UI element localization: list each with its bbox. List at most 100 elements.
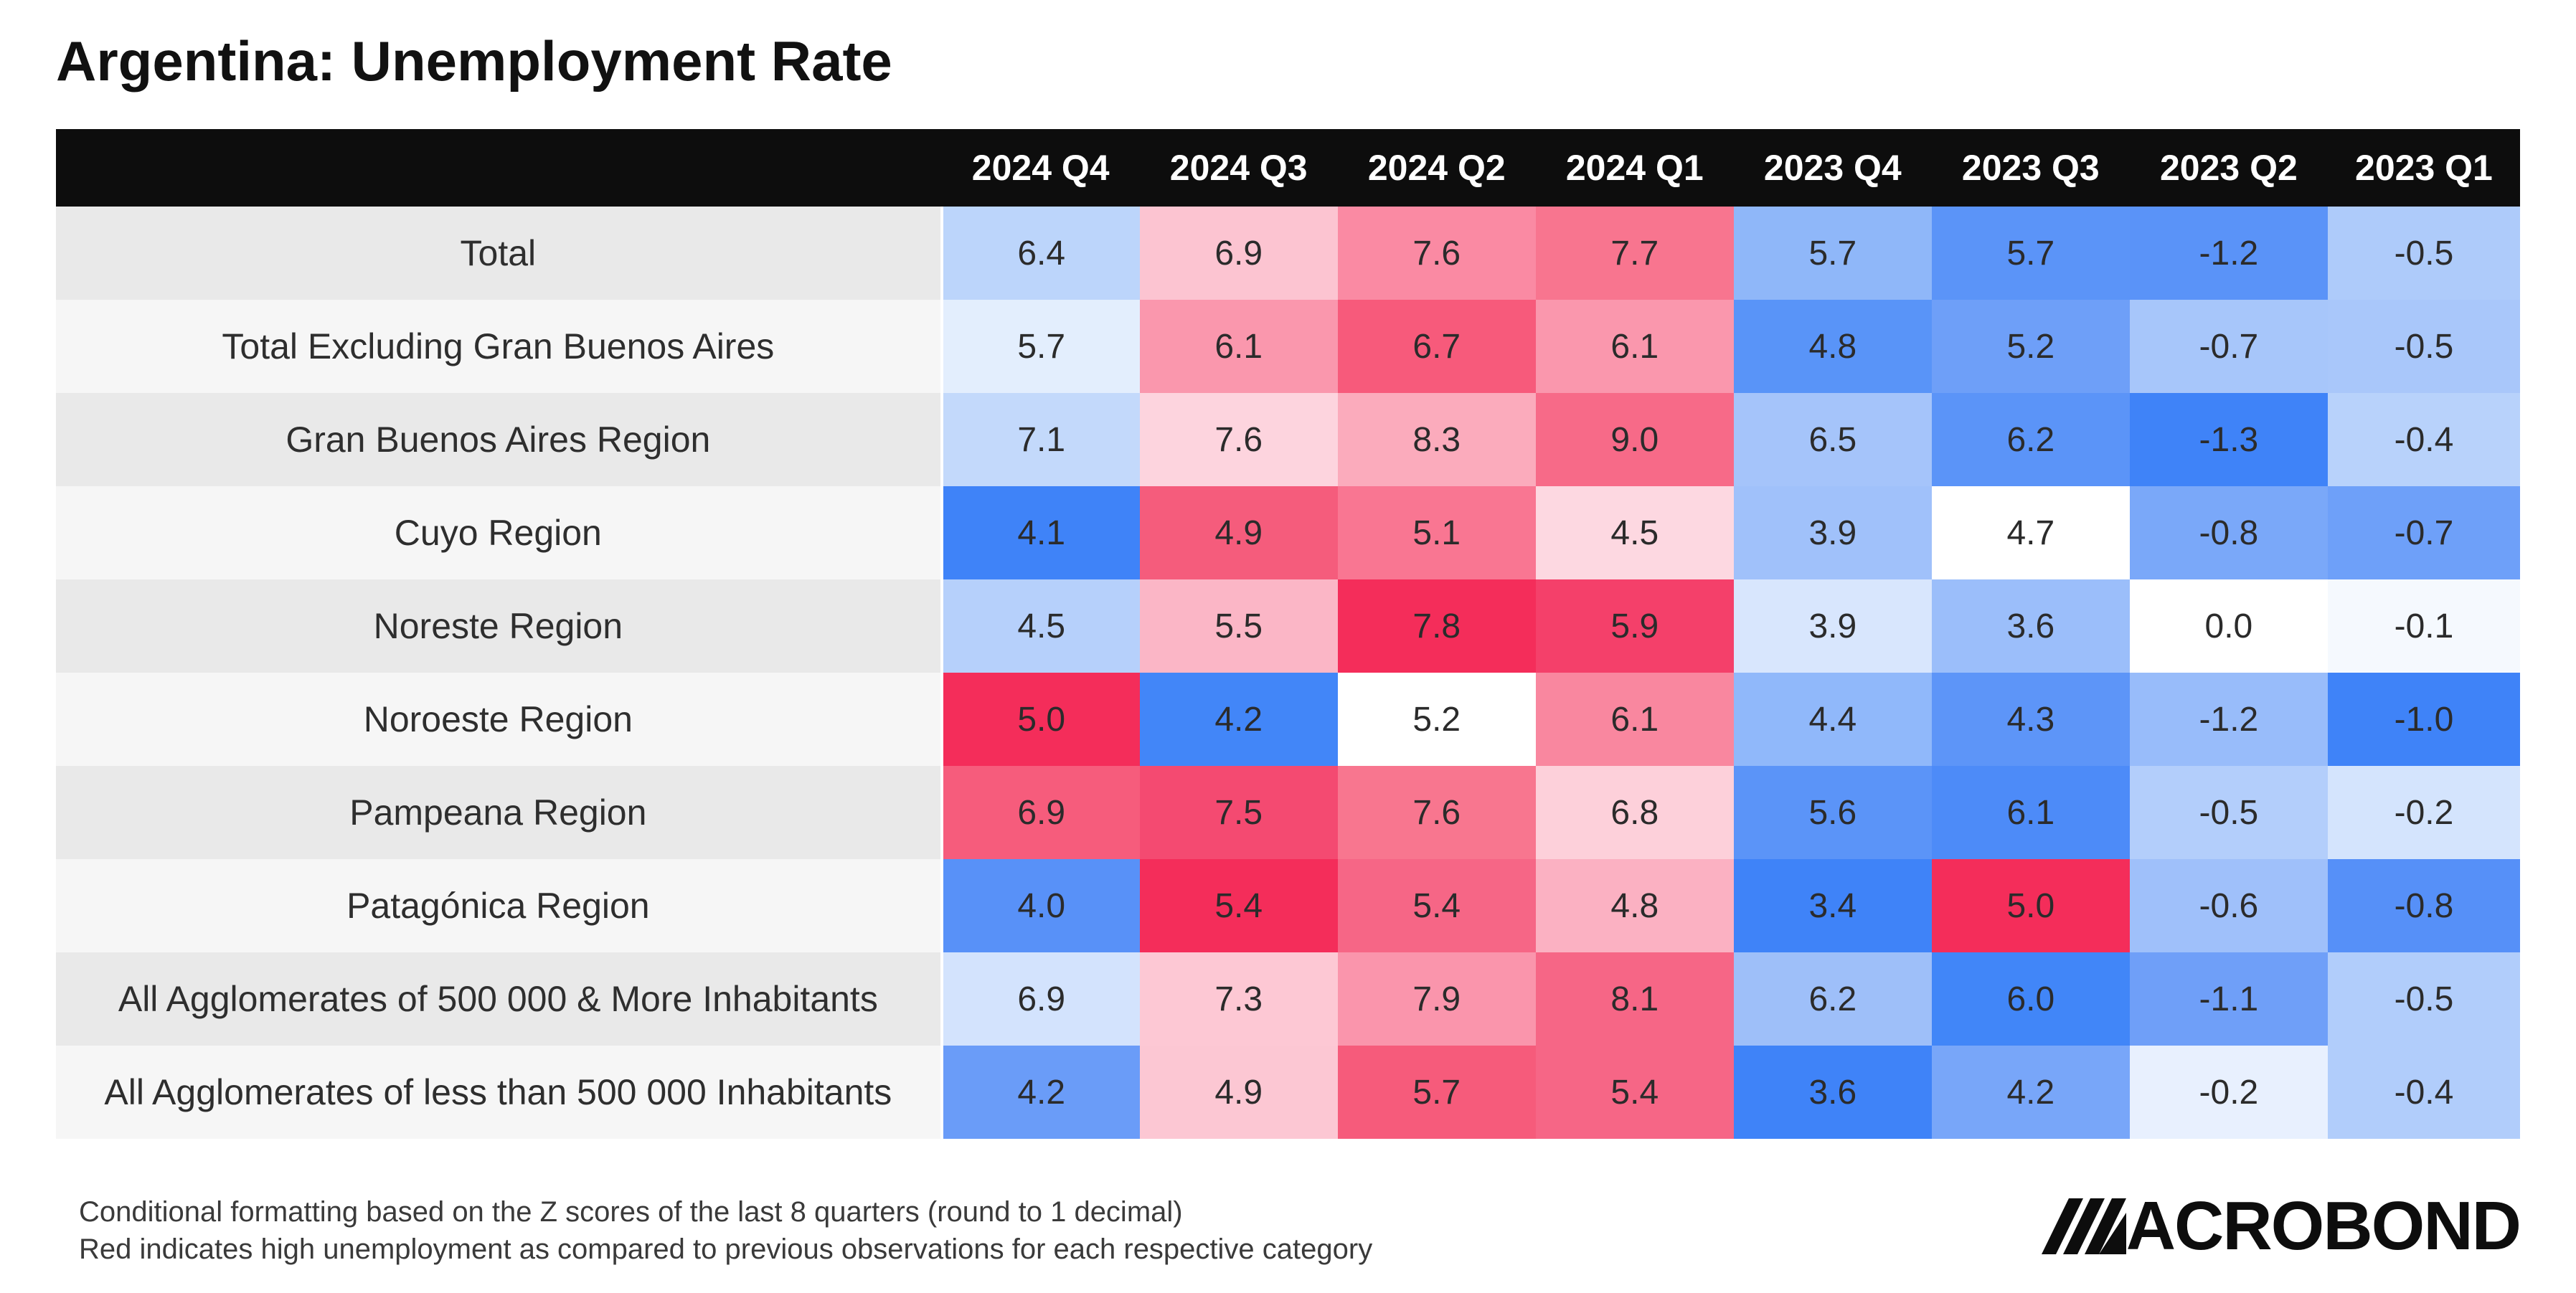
heatmap-cell: 3.4 <box>1733 859 1932 952</box>
heatmap-cell: 4.8 <box>1733 300 1932 393</box>
heatmap-cell: 7.7 <box>1535 207 1734 300</box>
heatmap-cell: 4.5 <box>1535 486 1734 579</box>
heatmap-cell: -0.8 <box>2327 859 2520 952</box>
heatmap-cell: 5.7 <box>1931 207 2130 300</box>
heatmap-cell: -0.2 <box>2327 766 2520 859</box>
heatmap-cell: 4.2 <box>1931 1046 2130 1139</box>
heatmap-cell: 6.9 <box>1139 207 1338 300</box>
heatmap-cell: 6.5 <box>1733 393 1932 486</box>
heatmap-cell: -1.1 <box>2129 952 2328 1046</box>
heatmap-row: Pampeana Region 6.9 7.5 7.6 6.8 5.6 6.1 -0.5 -0.… <box>56 766 2520 859</box>
heatmap-cell: -0.5 <box>2327 300 2520 393</box>
row-label: Noroeste Region <box>56 673 943 766</box>
heatmap-cell: -1.2 <box>2129 207 2328 300</box>
heatmap-cell: 9.0 <box>1535 393 1734 486</box>
heatmap-cell: 5.6 <box>1733 766 1932 859</box>
footnote-line-1: Conditional formatting based on the Z sc… <box>79 1196 1183 1228</box>
heatmap-cell: 0.0 <box>2129 579 2328 673</box>
logo-wordmark: ACROBOND <box>2126 1188 2521 1264</box>
footnote-line-2: Red indicates high unemployment as compa… <box>79 1233 1373 1265</box>
heatmap-cell: 4.9 <box>1139 486 1338 579</box>
column-header: 2024 Q1 <box>1535 129 1734 207</box>
heatmap-cell: -0.4 <box>2327 393 2520 486</box>
heatmap-cell: 7.6 <box>1337 207 1536 300</box>
column-header: 2023 Q2 <box>2129 129 2328 207</box>
row-label: Cuyo Region <box>56 486 943 579</box>
heatmap-cell: 6.9 <box>941 766 1140 859</box>
heatmap-cell: -0.7 <box>2327 486 2520 579</box>
heatmap-cell: 6.2 <box>1931 393 2130 486</box>
heatmap-cell: 6.1 <box>1535 300 1734 393</box>
heatmap-cell: 6.1 <box>1139 300 1338 393</box>
heatmap-row: Patagónica Region 4.0 5.4 5.4 4.8 3.4 5.0 -0.6-… <box>56 859 2520 952</box>
heatmap-cell: 4.0 <box>941 859 1140 952</box>
heatmap-cell: 4.2 <box>941 1046 1140 1139</box>
heatmap-cell: 4.9 <box>1139 1046 1338 1139</box>
heatmap-cell: 5.1 <box>1337 486 1536 579</box>
heatmap-cell: 5.0 <box>1931 859 2130 952</box>
heatmap-table: 2024 Q4 2024 Q3 2024 Q2 2024 Q1 2023 Q4 2023 … <box>56 129 2521 1139</box>
row-label: Pampeana Region <box>56 766 943 859</box>
heatmap-cell: 5.2 <box>1931 300 2130 393</box>
heatmap-cell: 6.7 <box>1337 300 1536 393</box>
heatmap-row: Noreste Region 4.5 5.5 7.8 5.9 3.9 3.6 0.0 -0.1 <box>56 579 2520 673</box>
column-header: 2024 Q2 <box>1337 129 1536 207</box>
heatmap-row: Total 6.4 6.9 7.6 7.7 5.7 5.7 -1.2 -0.5 <box>56 207 2520 300</box>
heatmap-cell: 7.1 <box>941 393 1140 486</box>
heatmap-cell: 3.9 <box>1733 486 1932 579</box>
header-label-cell <box>56 129 942 207</box>
column-header: 2023 Q3 <box>1931 129 2130 207</box>
heatmap-cell: 6.9 <box>941 952 1140 1046</box>
heatmap-row: All Agglomerates of 500 000 & More Inhab… <box>56 952 2520 1046</box>
heatmap-cell: 3.6 <box>1931 579 2130 673</box>
heatmap-cell: 5.5 <box>1139 579 1338 673</box>
heatmap-cell: -0.2 <box>2129 1046 2328 1139</box>
heatmap-row: Noroeste Region 5.0 4.2 5.2 6.1 4.4 4.3 -1.2 -1.… <box>56 673 2520 766</box>
heatmap-cell: 7.9 <box>1337 952 1536 1046</box>
heatmap-cell: 8.3 <box>1337 393 1536 486</box>
header-row: 2024 Q4 2024 Q3 2024 Q2 2024 Q1 2023 Q4 2023 … <box>56 129 2520 207</box>
chart-title: Argentina: Unemployment Rate <box>56 29 892 93</box>
heatmap-row: Cuyo Region 4.1 4.9 5.1 4.5 3.9 4.7 -0.8 -0.7 <box>56 486 2520 579</box>
heatmap-cell: 4.1 <box>941 486 1140 579</box>
column-header: 2024 Q4 <box>941 129 1140 207</box>
heatmap-cell: 5.2 <box>1337 673 1536 766</box>
row-label: All Agglomerates of less than 500 000 In… <box>56 1046 943 1139</box>
heatmap-cell: -0.8 <box>2129 486 2328 579</box>
heatmap-cell: 4.8 <box>1535 859 1734 952</box>
heatmap-cell: -0.5 <box>2327 952 2520 1046</box>
logo-m-mark-icon <box>2041 1198 2126 1254</box>
heatmap-cell: 6.2 <box>1733 952 1932 1046</box>
heatmap-cell: 6.4 <box>941 207 1140 300</box>
heatmap-cell: 5.4 <box>1337 859 1536 952</box>
heatmap-cell: 7.3 <box>1139 952 1338 1046</box>
heatmap-cell: 7.5 <box>1139 766 1338 859</box>
heatmap-body: Total 6.4 6.9 7.6 7.7 5.7 5.7 -1.2 -0.5 Total Exc… <box>56 207 2520 1139</box>
heatmap-cell: -0.5 <box>2129 766 2328 859</box>
heatmap-cell: 3.6 <box>1733 1046 1932 1139</box>
heatmap-cell: 7.6 <box>1139 393 1338 486</box>
heatmap-cell: 6.1 <box>1931 766 2130 859</box>
heatmap-cell: -0.1 <box>2327 579 2520 673</box>
heatmap-cell: -1.3 <box>2129 393 2328 486</box>
heatmap-cell: 3.9 <box>1733 579 1932 673</box>
heatmap-cell: -0.5 <box>2327 207 2520 300</box>
row-label: Total Excluding Gran Buenos Aires <box>56 300 943 393</box>
heatmap-cell: 7.8 <box>1337 579 1536 673</box>
heatmap-cell: 5.4 <box>1139 859 1338 952</box>
row-label: Gran Buenos Aires Region <box>56 393 943 486</box>
heatmap-row: Total Excluding Gran Buenos Aires 5.7 6.1 6… <box>56 300 2520 393</box>
row-label: Total <box>56 207 943 300</box>
heatmap-row: Gran Buenos Aires Region 7.1 7.6 8.3 9.0 6.5 6… <box>56 393 2520 486</box>
heatmap-cell: 6.0 <box>1931 952 2130 1046</box>
heatmap-cell: 5.0 <box>941 673 1140 766</box>
row-label: Noreste Region <box>56 579 943 673</box>
column-header: 2024 Q3 <box>1139 129 1338 207</box>
heatmap-cell: 5.9 <box>1535 579 1734 673</box>
heatmap-cell: 4.3 <box>1931 673 2130 766</box>
heatmap-cell: 5.4 <box>1535 1046 1734 1139</box>
heatmap-cell: -1.2 <box>2129 673 2328 766</box>
row-label: All Agglomerates of 500 000 & More Inhab… <box>56 952 943 1046</box>
heatmap-cell: 5.7 <box>1337 1046 1536 1139</box>
heatmap-cell: 4.2 <box>1139 673 1338 766</box>
